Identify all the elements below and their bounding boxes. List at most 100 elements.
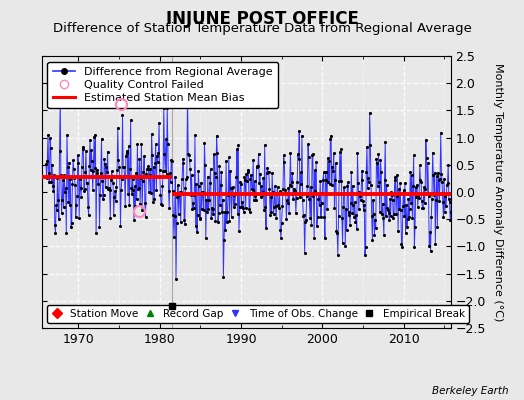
Point — [136, 201, 144, 207]
Point — [270, 204, 278, 210]
Point — [181, 185, 190, 191]
Point — [431, 241, 440, 248]
Point — [215, 163, 224, 170]
Point — [408, 214, 417, 221]
Point — [399, 203, 407, 209]
Point — [82, 180, 91, 186]
Point — [314, 196, 322, 202]
Point — [413, 204, 422, 210]
Point — [195, 183, 203, 190]
Point — [431, 170, 439, 176]
Point — [205, 197, 213, 204]
Point — [429, 172, 438, 178]
Point — [149, 198, 157, 205]
Y-axis label: Monthly Temperature Anomaly Difference (°C): Monthly Temperature Anomaly Difference (… — [493, 63, 503, 321]
Point — [181, 221, 189, 227]
Point — [292, 194, 301, 201]
Point — [202, 197, 211, 203]
Point — [364, 185, 372, 191]
Point — [328, 182, 336, 189]
Point — [258, 188, 267, 195]
Point — [357, 176, 366, 183]
Point — [168, 158, 176, 164]
Point — [403, 224, 411, 230]
Point — [418, 198, 426, 204]
Point — [269, 189, 277, 196]
Point — [316, 178, 324, 184]
Point — [447, 185, 456, 192]
Point — [300, 250, 309, 256]
Point — [117, 176, 126, 182]
Point — [446, 217, 454, 224]
Point — [183, 174, 191, 180]
Point — [230, 204, 238, 210]
Point — [276, 188, 284, 195]
Point — [235, 228, 243, 234]
Point — [237, 204, 246, 210]
Point — [110, 211, 118, 218]
Point — [168, 188, 177, 195]
Point — [283, 200, 292, 206]
Point — [50, 172, 58, 178]
Point — [242, 171, 250, 178]
Point — [334, 252, 342, 258]
Point — [321, 169, 330, 176]
Point — [116, 173, 124, 180]
Point — [135, 156, 144, 163]
Point — [188, 205, 196, 212]
Point — [366, 142, 375, 148]
Point — [225, 218, 234, 224]
Point — [163, 104, 171, 111]
Point — [256, 193, 265, 200]
Point — [53, 174, 62, 181]
Point — [358, 168, 366, 174]
Point — [260, 142, 269, 148]
Point — [195, 216, 204, 222]
Point — [325, 180, 334, 187]
Point — [444, 162, 452, 168]
Point — [133, 196, 141, 203]
Point — [129, 187, 137, 194]
Point — [289, 196, 297, 202]
Point — [193, 229, 201, 235]
Point — [107, 177, 115, 183]
Point — [287, 183, 296, 189]
Point — [412, 194, 421, 200]
Point — [363, 144, 371, 150]
Point — [302, 193, 311, 200]
Point — [157, 201, 165, 207]
Point — [313, 223, 321, 229]
Point — [66, 176, 74, 182]
Point — [231, 200, 239, 207]
Point — [336, 178, 345, 185]
Point — [255, 180, 264, 186]
Point — [401, 230, 410, 236]
Point — [115, 163, 123, 170]
Point — [249, 197, 258, 204]
Point — [343, 227, 351, 234]
Point — [198, 189, 206, 195]
Point — [197, 179, 205, 186]
Point — [100, 156, 108, 162]
Point — [436, 176, 444, 182]
Point — [443, 182, 451, 188]
Point — [154, 149, 162, 156]
Point — [392, 211, 400, 218]
Point — [269, 211, 278, 218]
Point — [411, 184, 420, 190]
Point — [63, 132, 71, 138]
Point — [258, 192, 266, 198]
Point — [137, 175, 145, 182]
Point — [165, 204, 173, 211]
Point — [91, 165, 99, 171]
Point — [281, 190, 290, 196]
Point — [113, 166, 121, 173]
Point — [89, 168, 97, 174]
Point — [103, 148, 112, 155]
Point — [48, 162, 56, 168]
Point — [424, 193, 433, 200]
Point — [68, 181, 77, 187]
Point — [301, 218, 310, 225]
Point — [97, 136, 106, 142]
Point — [392, 193, 401, 200]
